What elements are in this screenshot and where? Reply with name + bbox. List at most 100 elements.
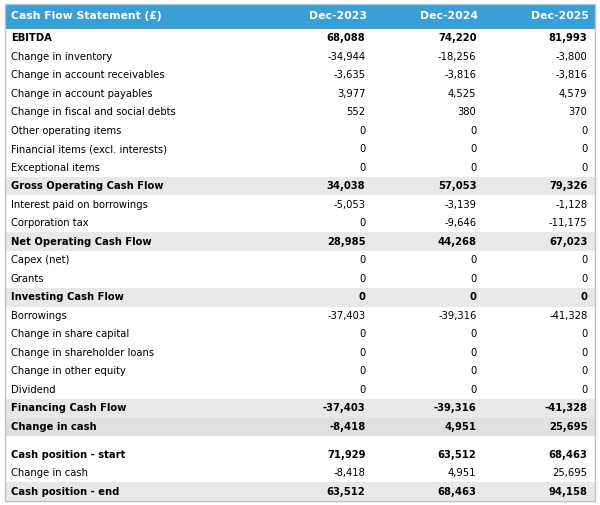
FancyBboxPatch shape xyxy=(5,307,595,325)
Text: 79,326: 79,326 xyxy=(549,181,587,191)
Text: Corporation tax: Corporation tax xyxy=(11,218,88,228)
Text: -3,635: -3,635 xyxy=(334,70,365,80)
FancyBboxPatch shape xyxy=(5,47,595,66)
Text: Dividend: Dividend xyxy=(11,385,55,395)
Text: Financing Cash Flow: Financing Cash Flow xyxy=(11,403,126,414)
Text: 44,268: 44,268 xyxy=(437,237,476,247)
Text: Change in account payables: Change in account payables xyxy=(11,88,152,98)
Text: 0: 0 xyxy=(581,292,587,302)
Text: -37,403: -37,403 xyxy=(323,403,365,414)
Text: 74,220: 74,220 xyxy=(438,33,476,43)
FancyBboxPatch shape xyxy=(5,84,595,103)
Text: Grants: Grants xyxy=(11,274,44,284)
Text: -37,403: -37,403 xyxy=(327,311,365,321)
Text: Change in cash: Change in cash xyxy=(11,422,97,432)
Text: Change in account receivables: Change in account receivables xyxy=(11,70,164,80)
Text: 28,985: 28,985 xyxy=(327,237,365,247)
Text: 0: 0 xyxy=(470,385,476,395)
FancyBboxPatch shape xyxy=(5,177,595,195)
FancyBboxPatch shape xyxy=(5,399,595,418)
Text: Dec-2024: Dec-2024 xyxy=(419,12,478,21)
Text: Other operating items: Other operating items xyxy=(11,126,121,135)
Text: -8,418: -8,418 xyxy=(334,468,365,478)
Text: 71,929: 71,929 xyxy=(327,449,365,460)
Text: Net Operating Cash Flow: Net Operating Cash Flow xyxy=(11,237,151,247)
Text: Cash Flow Statement (£): Cash Flow Statement (£) xyxy=(11,12,161,21)
Text: 0: 0 xyxy=(470,366,476,376)
Text: -41,328: -41,328 xyxy=(544,403,587,414)
Text: -39,316: -39,316 xyxy=(434,403,476,414)
Text: 68,463: 68,463 xyxy=(437,487,476,497)
Text: 0: 0 xyxy=(359,274,365,284)
FancyBboxPatch shape xyxy=(5,251,595,270)
Text: 4,951: 4,951 xyxy=(445,422,476,432)
Text: 0: 0 xyxy=(581,385,587,395)
Text: 0: 0 xyxy=(470,348,476,358)
Text: Capex (net): Capex (net) xyxy=(11,255,69,265)
Text: 0: 0 xyxy=(470,274,476,284)
Text: -18,256: -18,256 xyxy=(438,52,476,62)
Text: Change in shareholder loans: Change in shareholder loans xyxy=(11,348,154,358)
Text: Change in fiscal and social debts: Change in fiscal and social debts xyxy=(11,107,176,117)
Text: 3,977: 3,977 xyxy=(337,88,365,98)
Text: Investing Cash Flow: Investing Cash Flow xyxy=(11,292,124,302)
Text: 94,158: 94,158 xyxy=(548,487,587,497)
Text: 0: 0 xyxy=(470,329,476,339)
Text: 0: 0 xyxy=(470,144,476,154)
Text: 0: 0 xyxy=(470,292,476,302)
FancyBboxPatch shape xyxy=(5,288,595,307)
Text: Change in cash: Change in cash xyxy=(11,468,88,478)
Text: -5,053: -5,053 xyxy=(334,199,365,210)
Text: 25,695: 25,695 xyxy=(549,422,587,432)
Text: 380: 380 xyxy=(458,107,476,117)
Text: 57,053: 57,053 xyxy=(438,181,476,191)
Text: Borrowings: Borrowings xyxy=(11,311,67,321)
Text: 0: 0 xyxy=(359,144,365,154)
FancyBboxPatch shape xyxy=(5,159,595,177)
Text: Cash position - end: Cash position - end xyxy=(11,487,119,497)
Text: 0: 0 xyxy=(581,126,587,135)
FancyBboxPatch shape xyxy=(5,325,595,343)
Text: 67,023: 67,023 xyxy=(549,237,587,247)
Text: -41,328: -41,328 xyxy=(549,311,587,321)
Text: 0: 0 xyxy=(581,163,587,173)
Text: 68,463: 68,463 xyxy=(548,449,587,460)
FancyBboxPatch shape xyxy=(5,29,595,47)
Text: 0: 0 xyxy=(359,366,365,376)
Text: -3,800: -3,800 xyxy=(556,52,587,62)
Text: 4,525: 4,525 xyxy=(448,88,476,98)
Text: 0: 0 xyxy=(359,329,365,339)
FancyBboxPatch shape xyxy=(5,445,595,464)
Text: -1,128: -1,128 xyxy=(555,199,587,210)
Text: 0: 0 xyxy=(581,366,587,376)
Text: 63,512: 63,512 xyxy=(326,487,365,497)
Text: Change in other equity: Change in other equity xyxy=(11,366,125,376)
Text: 4,579: 4,579 xyxy=(559,88,587,98)
Text: 25,695: 25,695 xyxy=(553,468,587,478)
Text: 370: 370 xyxy=(569,107,587,117)
FancyBboxPatch shape xyxy=(5,464,595,482)
Text: 0: 0 xyxy=(581,274,587,284)
Text: -39,316: -39,316 xyxy=(438,311,476,321)
Text: -3,816: -3,816 xyxy=(556,70,587,80)
Text: 0: 0 xyxy=(359,348,365,358)
FancyBboxPatch shape xyxy=(5,121,595,140)
Text: 552: 552 xyxy=(346,107,365,117)
Text: Dec-2023: Dec-2023 xyxy=(308,12,367,21)
Text: 0: 0 xyxy=(470,163,476,173)
Text: 0: 0 xyxy=(470,255,476,265)
Text: -3,139: -3,139 xyxy=(445,199,476,210)
Text: 0: 0 xyxy=(470,126,476,135)
FancyBboxPatch shape xyxy=(5,103,595,121)
FancyBboxPatch shape xyxy=(5,436,595,445)
Text: Change in inventory: Change in inventory xyxy=(11,52,112,62)
Text: Exceptional items: Exceptional items xyxy=(11,163,100,173)
Text: 4,951: 4,951 xyxy=(448,468,476,478)
FancyBboxPatch shape xyxy=(5,66,595,84)
Text: 0: 0 xyxy=(359,126,365,135)
Text: EBITDA: EBITDA xyxy=(11,33,52,43)
FancyBboxPatch shape xyxy=(5,195,595,214)
Text: -34,944: -34,944 xyxy=(327,52,365,62)
Text: 0: 0 xyxy=(581,144,587,154)
FancyBboxPatch shape xyxy=(5,232,595,251)
